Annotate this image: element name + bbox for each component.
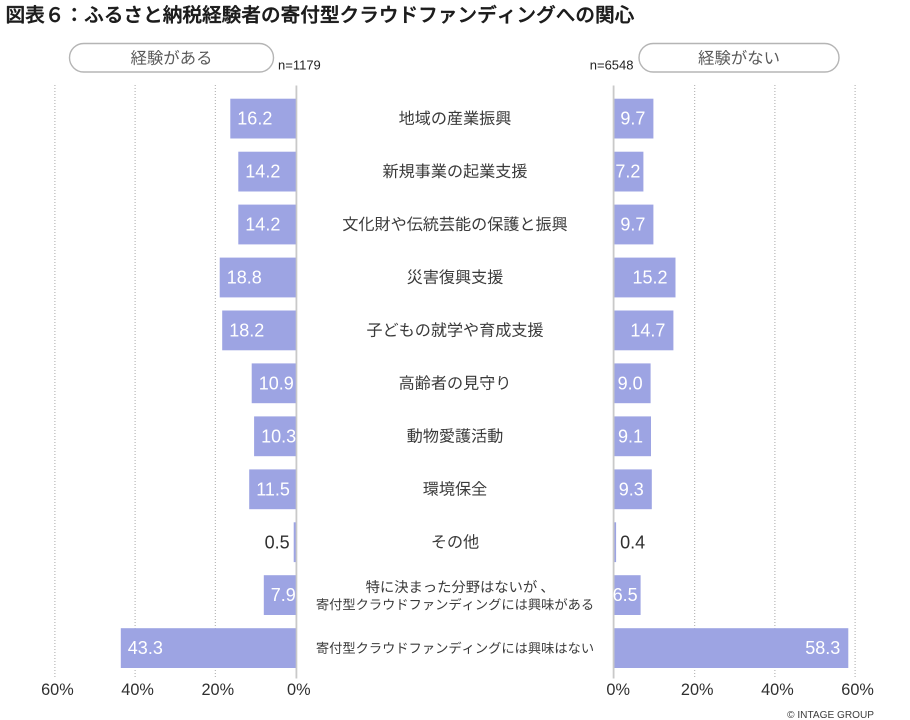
svg-text:18.2: 18.2 [229,321,264,341]
svg-text:10.3: 10.3 [261,426,296,446]
svg-text:9.7: 9.7 [620,109,645,129]
svg-text:6.5: 6.5 [613,585,638,605]
svg-text:7.2: 7.2 [615,162,640,182]
svg-text:40%: 40% [121,681,154,699]
svg-text:9.7: 9.7 [620,215,645,235]
svg-text:20%: 20% [202,681,235,699]
svg-text:14.7: 14.7 [630,321,665,341]
svg-text:18.8: 18.8 [227,268,262,288]
svg-text:11.5: 11.5 [256,479,290,499]
svg-text:0.4: 0.4 [620,532,645,552]
svg-text:15.2: 15.2 [632,268,667,288]
svg-text:0.5: 0.5 [265,532,290,552]
svg-text:60%: 60% [41,681,74,699]
svg-text:0%: 0% [606,681,630,699]
svg-text:20%: 20% [681,681,714,699]
svg-text:58.3: 58.3 [805,638,840,658]
svg-text:14.2: 14.2 [245,162,280,182]
svg-text:9.3: 9.3 [619,479,644,499]
svg-text:n=6548: n=6548 [590,58,634,73]
svg-text:0%: 0% [287,681,311,699]
svg-text:9.1: 9.1 [618,426,643,446]
svg-text:40%: 40% [761,681,794,699]
svg-text:43.3: 43.3 [128,638,163,658]
svg-text:7.9: 7.9 [271,585,296,605]
svg-text:16.2: 16.2 [237,109,272,129]
svg-text:n=1179: n=1179 [278,58,321,73]
svg-text:60%: 60% [841,681,874,699]
svg-text:14.2: 14.2 [245,215,280,235]
svg-text:9.0: 9.0 [618,373,643,393]
svg-text:© INTAGE GROUP: © INTAGE GROUP [787,710,874,720]
svg-text:10.9: 10.9 [259,373,294,393]
